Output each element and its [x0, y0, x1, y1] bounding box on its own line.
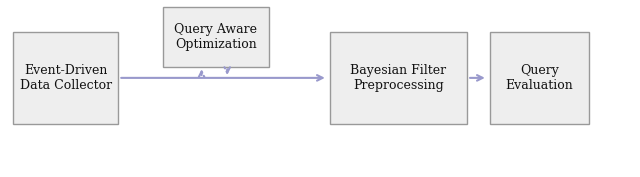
Text: Query
Evaluation: Query Evaluation — [506, 64, 573, 92]
FancyBboxPatch shape — [163, 7, 269, 67]
Text: Event-Driven
Data Collector: Event-Driven Data Collector — [20, 64, 111, 92]
Text: Bayesian Filter
Preprocessing: Bayesian Filter Preprocessing — [350, 64, 447, 92]
FancyBboxPatch shape — [330, 32, 467, 124]
FancyBboxPatch shape — [490, 32, 589, 124]
FancyBboxPatch shape — [13, 32, 118, 124]
Text: Query Aware
Optimization: Query Aware Optimization — [175, 23, 257, 51]
